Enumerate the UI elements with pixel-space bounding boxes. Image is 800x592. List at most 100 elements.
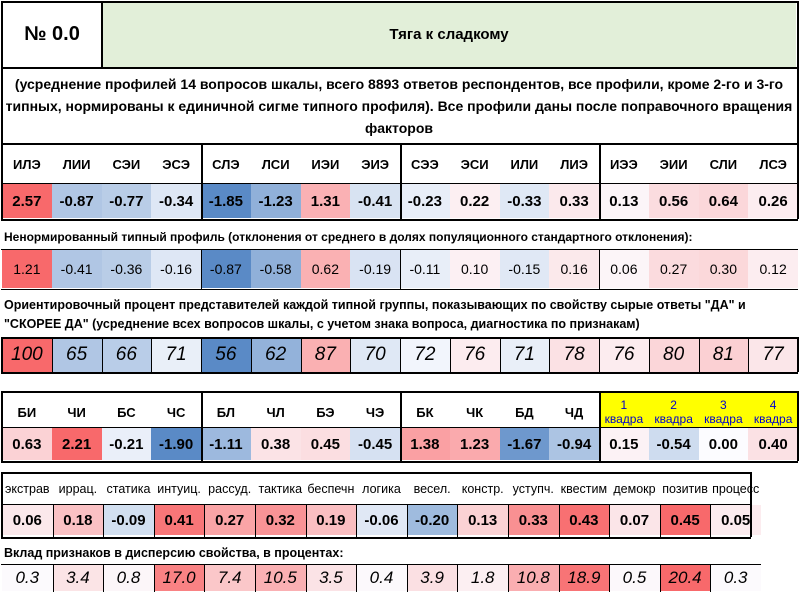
contribution-value: 20.4 (659, 565, 711, 591)
raw-value: -0.15 (499, 250, 550, 288)
trait-label: демокр (613, 482, 656, 496)
percent-value: 76 (599, 338, 649, 372)
grid-line (710, 564, 712, 592)
quadra-number: 4 (769, 398, 777, 412)
grid-line (400, 337, 401, 372)
trait-value: 0.19 (305, 505, 357, 535)
normalized-value: 0.56 (648, 184, 699, 218)
grid-line (356, 504, 358, 537)
percent-value: 71 (499, 338, 550, 372)
quadra-label: 1 квадра (599, 392, 649, 432)
grid-line (508, 504, 509, 537)
grid-line (1, 472, 751, 474)
grid-line (201, 143, 203, 219)
grid-line (797, 337, 799, 372)
trait-value: 0.05 (710, 505, 761, 535)
grid-line (1, 1, 798, 3)
grid-line (153, 504, 155, 537)
contribution-value: 10.8 (508, 565, 559, 591)
quadra-label: 2 квадра (648, 392, 699, 432)
contribution-value: 3.9 (406, 565, 458, 591)
normalized-value: -1.23 (250, 184, 301, 218)
raw-value: 0.27 (648, 250, 699, 288)
contribution-value: 18.9 (558, 565, 610, 591)
trait-label: процесс (712, 482, 760, 496)
sheet-title: Тяга к сладкому (102, 2, 796, 67)
grid-line (204, 564, 206, 592)
trait-value: 0.41 (153, 505, 205, 535)
trait-value: 0.06 (2, 505, 53, 535)
group-value: 1.38 (400, 428, 450, 460)
quadra-label: 4 квадра (748, 392, 798, 432)
grid-line (300, 337, 302, 372)
group-value: -1.11 (201, 428, 251, 460)
group-label: ЧИ (67, 404, 86, 420)
contribution-value: 3.5 (305, 565, 357, 591)
grid-line (201, 337, 202, 372)
group-label: БЛ (216, 404, 235, 420)
contribution-value: 17.0 (153, 565, 205, 591)
type-label: ЛИИ (62, 156, 91, 172)
group-label: БИ (17, 404, 37, 420)
grid-line (153, 564, 155, 592)
grid-line (400, 391, 402, 461)
type-label: ИЛЭ (13, 156, 41, 172)
contribution-value: 0.3 (710, 565, 761, 591)
grid-line (305, 564, 307, 592)
trait-label: квестим (560, 482, 608, 496)
grid-line (356, 564, 358, 592)
grid-line (1, 337, 3, 372)
group-value: 0.40 (748, 428, 798, 460)
type-label: ИЭИ (311, 156, 340, 172)
quadra-number: 3 (720, 398, 727, 412)
trait-value: 0.45 (659, 505, 711, 535)
raw-value: -0.36 (101, 250, 152, 288)
grid-line (1, 504, 751, 505)
grid-line (255, 504, 256, 537)
raw-value: 0.06 (599, 250, 649, 288)
grid-line (599, 391, 601, 461)
group-label: ЧЭ (365, 404, 385, 420)
grid-line (659, 564, 661, 592)
normalized-value: -1.85 (201, 184, 251, 218)
percent-value: 80 (648, 338, 699, 372)
raw-value: 0.62 (300, 250, 351, 288)
type-label: ЭСИ (460, 156, 489, 172)
normalized-value: -0.23 (400, 184, 450, 218)
raw-value: -0.87 (201, 250, 251, 288)
type-label: СЭЭ (411, 156, 439, 172)
group-value: 0.63 (2, 428, 52, 460)
grid-line (1, 143, 798, 145)
grid-line (1, 183, 798, 184)
grid-line (1, 564, 761, 565)
grid-line (350, 337, 352, 372)
normalized-value: 1.31 (300, 184, 351, 218)
normalized-value: 0.13 (599, 184, 649, 218)
grid-line (1, 1, 3, 144)
trait-label: позитив (662, 482, 708, 496)
group-label: БС (117, 404, 136, 420)
percent-value: 62 (250, 338, 301, 372)
grid-line (449, 337, 451, 372)
group-value: -0.94 (549, 428, 599, 460)
type-label: СЛИ (709, 156, 738, 172)
grid-line (255, 564, 256, 592)
grid-line (1, 143, 3, 219)
grid-line (103, 504, 105, 537)
type-label: ИЛИ (510, 156, 539, 172)
group-value: 0.00 (698, 428, 749, 460)
grid-line (499, 337, 501, 372)
raw-profile-caption: Ненормированный типный профиль (отклонен… (4, 230, 693, 244)
grid-line (599, 143, 601, 219)
grid-line (1, 249, 798, 250)
quadra-word: квадра (654, 412, 693, 426)
normalized-value: 0.33 (549, 184, 599, 218)
normalized-value: 2.57 (2, 184, 52, 218)
type-label: ЭИИ (659, 156, 688, 172)
grid-line (406, 564, 408, 592)
grid-line (201, 249, 202, 289)
grid-line (549, 337, 551, 372)
group-value: -0.54 (648, 428, 699, 460)
contribution-value: 0.4 (356, 565, 407, 591)
grid-line (457, 504, 459, 537)
